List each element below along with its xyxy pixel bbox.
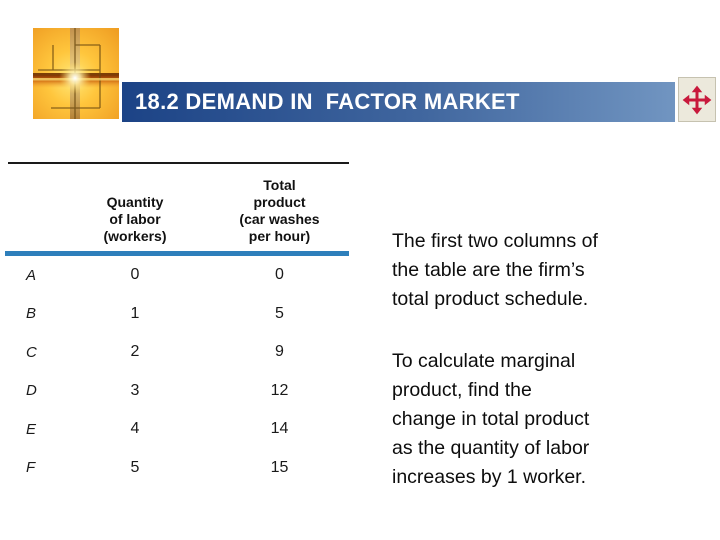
gold-cross-logo-graphic	[33, 28, 119, 119]
total-product-value: 9	[275, 343, 284, 361]
total-product-value: 5	[275, 304, 284, 322]
quantity-value: 2	[130, 343, 140, 361]
quantity-value: 1	[130, 304, 140, 322]
table-header-quantity: Quantity of labor (workers)	[103, 194, 167, 244]
row-label: D	[26, 382, 37, 400]
table-row: A 0 0	[5, 256, 349, 295]
table-row: E 4 14	[5, 410, 349, 449]
total-product-value: 14	[270, 420, 289, 438]
table-row: F 5 15	[5, 449, 349, 488]
total-product-value: 15	[270, 458, 289, 476]
note-paragraph-1: The first two columns of the table are t…	[392, 230, 598, 310]
quantity-value: 4	[130, 420, 140, 438]
table-row: C 2 9	[5, 333, 349, 372]
slide-title: 18.2 DEMAND IN FACTOR MARKET	[135, 89, 520, 114]
table-header-divider	[5, 251, 349, 256]
gold-cross-logo	[33, 28, 119, 119]
note-paragraph-2: To calculate marginal product, find the …	[392, 350, 590, 488]
total-product-value: 0	[275, 266, 284, 284]
quantity-value: 5	[130, 458, 140, 476]
quantity-value: 0	[130, 266, 140, 284]
row-label: E	[26, 420, 37, 438]
table-header-total-product: Total product (car washes per hour)	[239, 177, 320, 244]
table-row: D 3 12	[5, 372, 349, 411]
total-product-value: 12	[270, 381, 289, 399]
row-label: C	[26, 343, 37, 361]
row-label: F	[26, 459, 36, 477]
slide-notes: The first two columns of the table are t…	[392, 227, 698, 492]
table-top-rule	[8, 162, 349, 164]
slide-title-banner: 18.2 DEMAND IN FACTOR MARKET	[122, 82, 675, 122]
table-row: B 1 5	[5, 295, 349, 334]
row-label: B	[26, 305, 37, 323]
table-body: A 0 0 B 1 5 C 2 9 D 3 12 E 4 14 F 5 15	[5, 256, 349, 487]
total-product-table: Quantity of labor (workers) Total produc…	[5, 155, 349, 495]
quantity-value: 3	[130, 381, 140, 399]
table-header-row: Quantity of labor (workers) Total produc…	[5, 170, 349, 251]
row-label: A	[26, 266, 37, 284]
move-handle-button[interactable]	[678, 77, 716, 122]
move-arrows-icon	[682, 85, 712, 114]
